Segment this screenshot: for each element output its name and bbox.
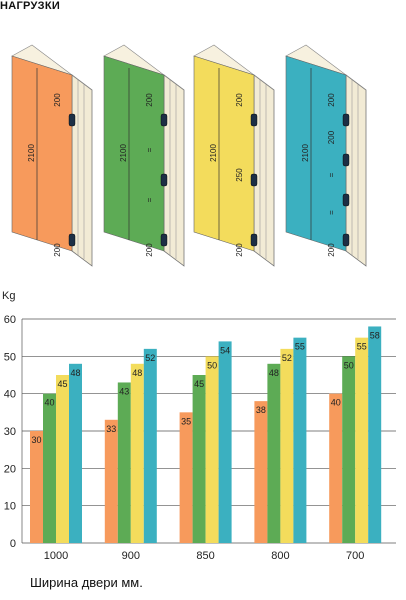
bar [267, 363, 281, 543]
door-height-label: 2100 [27, 144, 36, 162]
hinge-dimension-label: 200 [53, 243, 62, 257]
hinge-dimension-label: 200 [327, 93, 336, 107]
hinge-icon [342, 113, 350, 127]
bar-value-label: 48 [132, 368, 142, 378]
hinge-icon [160, 173, 168, 187]
hinge-icon [250, 113, 258, 127]
bar [56, 375, 69, 543]
door-3: 2100 200 250 200 [193, 44, 275, 267]
hinge-dimension-label: 250 [235, 168, 244, 182]
bar-value-label: 52 [282, 353, 292, 363]
bar [43, 393, 56, 543]
x-tick-label: 700 [346, 550, 364, 562]
bar-value-label: 50 [207, 360, 217, 370]
bar-value-label: 58 [370, 330, 380, 340]
bar-value-label: 54 [220, 345, 230, 355]
x-tick-label: 900 [122, 550, 140, 562]
bar [179, 412, 193, 543]
hinge-icon [160, 113, 168, 127]
door-1: 2100 200 200 [11, 44, 93, 267]
bar [205, 356, 219, 543]
bar-value-label: 35 [181, 416, 191, 426]
bar [69, 363, 82, 543]
bar [30, 431, 43, 543]
hinge-icon [342, 233, 350, 247]
hinge-icon [250, 233, 258, 247]
hinge-dimension-label: 200 [235, 93, 244, 107]
hinge-dimension-label: = [327, 210, 336, 215]
hinge-dimension-label: 200 [327, 130, 336, 144]
bar [254, 401, 268, 543]
x-tick-label: 1000 [44, 550, 68, 562]
hinge-icon [68, 113, 76, 127]
door-4: 2100 200 200 = = 200 [285, 44, 367, 267]
door-2: 2100 200 = = 200 [103, 44, 185, 267]
x-tick-label: 850 [196, 550, 214, 562]
bar-value-label: 55 [357, 342, 367, 352]
bar [192, 375, 206, 543]
bar [280, 348, 294, 543]
door-leaf [11, 55, 73, 252]
bar-value-label: 55 [295, 342, 305, 352]
door-leaf [193, 55, 255, 252]
bar [355, 337, 369, 543]
x-tick-label: 800 [271, 550, 289, 562]
page-title: НАГРУЗКИ [0, 0, 61, 12]
door-height-label: 2100 [119, 144, 128, 162]
door-leaf [103, 55, 165, 252]
bar-value-label: 48 [70, 368, 80, 378]
hinge-dimension-label: = [145, 197, 154, 202]
bar [130, 363, 144, 543]
hinge-icon [68, 233, 76, 247]
hinge-dimension-label: 200 [53, 93, 62, 107]
hinge-icon [250, 173, 258, 187]
door-leaf [285, 55, 347, 252]
hinge-dimension-label: 200 [327, 243, 336, 257]
hinge-icon [342, 153, 350, 167]
bar-value-label: 30 [31, 435, 41, 445]
load-bar-chart: Kg01020304050603040454810003343485290035… [2, 290, 396, 590]
bar-value-label: 45 [194, 379, 204, 389]
y-tick-label: 30 [4, 426, 16, 438]
hinge-dimension-label: = [327, 172, 336, 177]
hinge-icon [160, 233, 168, 247]
hinge-dimension-label: 200 [145, 243, 154, 257]
y-tick-label: 10 [4, 501, 16, 513]
bar-value-label: 40 [331, 398, 341, 408]
y-tick-label: 0 [10, 538, 16, 550]
door-height-label: 2100 [209, 144, 218, 162]
bar [293, 337, 307, 543]
bar-value-label: 48 [269, 368, 279, 378]
y-tick-label: 50 [4, 351, 16, 363]
bar [342, 356, 356, 543]
bar-value-label: 33 [106, 424, 116, 434]
x-axis-label: Ширина двери мм. [30, 575, 143, 590]
bar [329, 393, 343, 543]
y-tick-label: 60 [4, 314, 16, 326]
door-height-label: 2100 [301, 144, 310, 162]
bar-value-label: 45 [57, 379, 67, 389]
bar [143, 348, 157, 543]
door-illustrations: 21002002002100200==200210020025020021002… [11, 44, 367, 267]
y-tick-label: 40 [4, 389, 16, 401]
bar-value-label: 43 [119, 386, 129, 396]
y-axis-label: Kg [2, 290, 15, 302]
hinge-dimension-label: 200 [145, 93, 154, 107]
bar [218, 341, 232, 543]
bar [104, 419, 118, 543]
bar-value-label: 50 [344, 360, 354, 370]
bar-value-label: 40 [44, 398, 54, 408]
hinge-icon [342, 193, 350, 207]
hinge-dimension-label: = [145, 147, 154, 152]
bar-value-label: 38 [256, 405, 266, 415]
bar-value-label: 52 [145, 353, 155, 363]
bar [117, 382, 131, 543]
y-tick-label: 20 [4, 463, 16, 475]
bar [368, 326, 382, 543]
hinge-dimension-label: 200 [235, 243, 244, 257]
